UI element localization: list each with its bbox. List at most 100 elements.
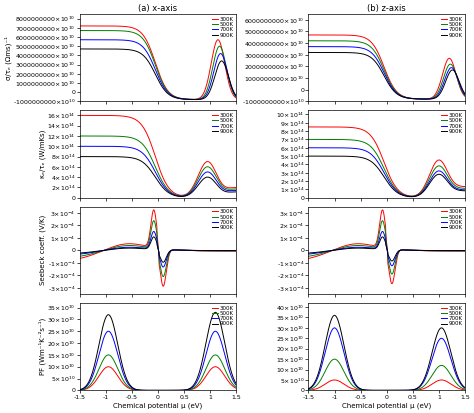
300K	[373, 388, 378, 393]
700K	[77, 37, 82, 42]
900K	[233, 93, 239, 98]
500K	[144, 244, 149, 249]
700K	[462, 93, 468, 97]
900K	[323, 337, 329, 342]
500K	[442, 71, 448, 76]
700K	[213, 178, 219, 183]
500K	[389, 272, 395, 277]
300K	[144, 242, 149, 247]
900K	[333, 313, 338, 318]
900K	[409, 194, 414, 199]
300K	[365, 242, 371, 247]
700K	[365, 245, 371, 250]
900K	[365, 246, 371, 251]
700K	[77, 387, 82, 392]
700K	[137, 149, 143, 154]
500K	[104, 353, 109, 358]
900K	[442, 330, 448, 335]
700K	[95, 37, 100, 42]
700K	[409, 194, 414, 199]
500K	[459, 88, 465, 93]
500K	[333, 357, 338, 362]
500K	[459, 386, 465, 391]
900K	[365, 54, 371, 59]
500K	[77, 28, 82, 33]
300K	[306, 256, 311, 261]
Line: 500K: 500K	[80, 31, 236, 100]
900K	[373, 59, 378, 64]
900K	[333, 154, 338, 159]
700K	[306, 145, 311, 150]
Line: 500K: 500K	[309, 221, 465, 274]
300K	[409, 194, 414, 199]
300K	[95, 24, 100, 28]
700K	[365, 48, 371, 53]
700K	[333, 44, 338, 49]
700K	[323, 44, 329, 49]
900K	[323, 154, 329, 159]
700K	[459, 187, 465, 192]
Legend: 300K, 500K, 700K, 900K: 300K, 500K, 700K, 900K	[441, 209, 462, 230]
300K	[159, 388, 164, 393]
300K	[214, 249, 219, 254]
900K	[144, 246, 149, 251]
300K	[95, 113, 100, 118]
300K	[333, 124, 338, 129]
300K	[230, 93, 236, 97]
700K	[365, 388, 371, 393]
500K	[95, 28, 100, 33]
300K	[144, 388, 149, 393]
Line: 900K: 900K	[309, 237, 465, 261]
700K	[442, 173, 448, 178]
500K	[333, 137, 338, 142]
300K	[212, 364, 218, 369]
Line: 900K: 900K	[309, 52, 465, 99]
500K	[442, 365, 448, 370]
500K	[380, 218, 385, 223]
500K	[442, 169, 448, 174]
900K	[213, 69, 219, 74]
700K	[442, 76, 448, 81]
900K	[95, 349, 100, 354]
900K	[442, 176, 448, 181]
300K	[77, 388, 82, 393]
300K	[77, 256, 82, 261]
900K	[462, 248, 468, 253]
Line: 500K: 500K	[80, 136, 236, 196]
900K	[160, 260, 166, 265]
700K	[306, 252, 311, 256]
700K	[373, 388, 378, 393]
900K	[442, 81, 448, 85]
500K	[230, 187, 236, 192]
Line: 700K: 700K	[80, 331, 236, 390]
500K	[214, 353, 219, 358]
300K	[137, 121, 143, 126]
Y-axis label: σ/τₑ (Ωms)⁻¹: σ/τₑ (Ωms)⁻¹	[4, 36, 12, 80]
900K	[214, 310, 219, 315]
300K	[373, 45, 378, 50]
700K	[459, 87, 465, 92]
900K	[230, 88, 236, 93]
300K	[459, 90, 465, 95]
700K	[233, 383, 239, 388]
X-axis label: Chemical potential μ (eV): Chemical potential μ (eV)	[113, 402, 202, 409]
900K	[423, 97, 429, 102]
500K	[373, 388, 378, 393]
500K	[333, 247, 338, 252]
900K	[333, 50, 338, 55]
Y-axis label: PF (Wm⁻¹K⁻²s⁻¹): PF (Wm⁻¹K⁻²s⁻¹)	[38, 318, 46, 375]
300K	[462, 387, 468, 392]
300K	[137, 242, 143, 247]
300K	[190, 97, 195, 102]
700K	[462, 386, 468, 391]
Line: 500K: 500K	[309, 359, 465, 390]
700K	[230, 248, 236, 253]
Legend: 300K, 500K, 700K, 900K: 300K, 500K, 700K, 900K	[212, 113, 234, 134]
700K	[230, 188, 236, 193]
300K	[306, 124, 311, 129]
900K	[373, 246, 378, 251]
300K	[77, 113, 82, 118]
500K	[95, 133, 100, 138]
500K	[230, 248, 236, 253]
700K	[306, 44, 311, 49]
